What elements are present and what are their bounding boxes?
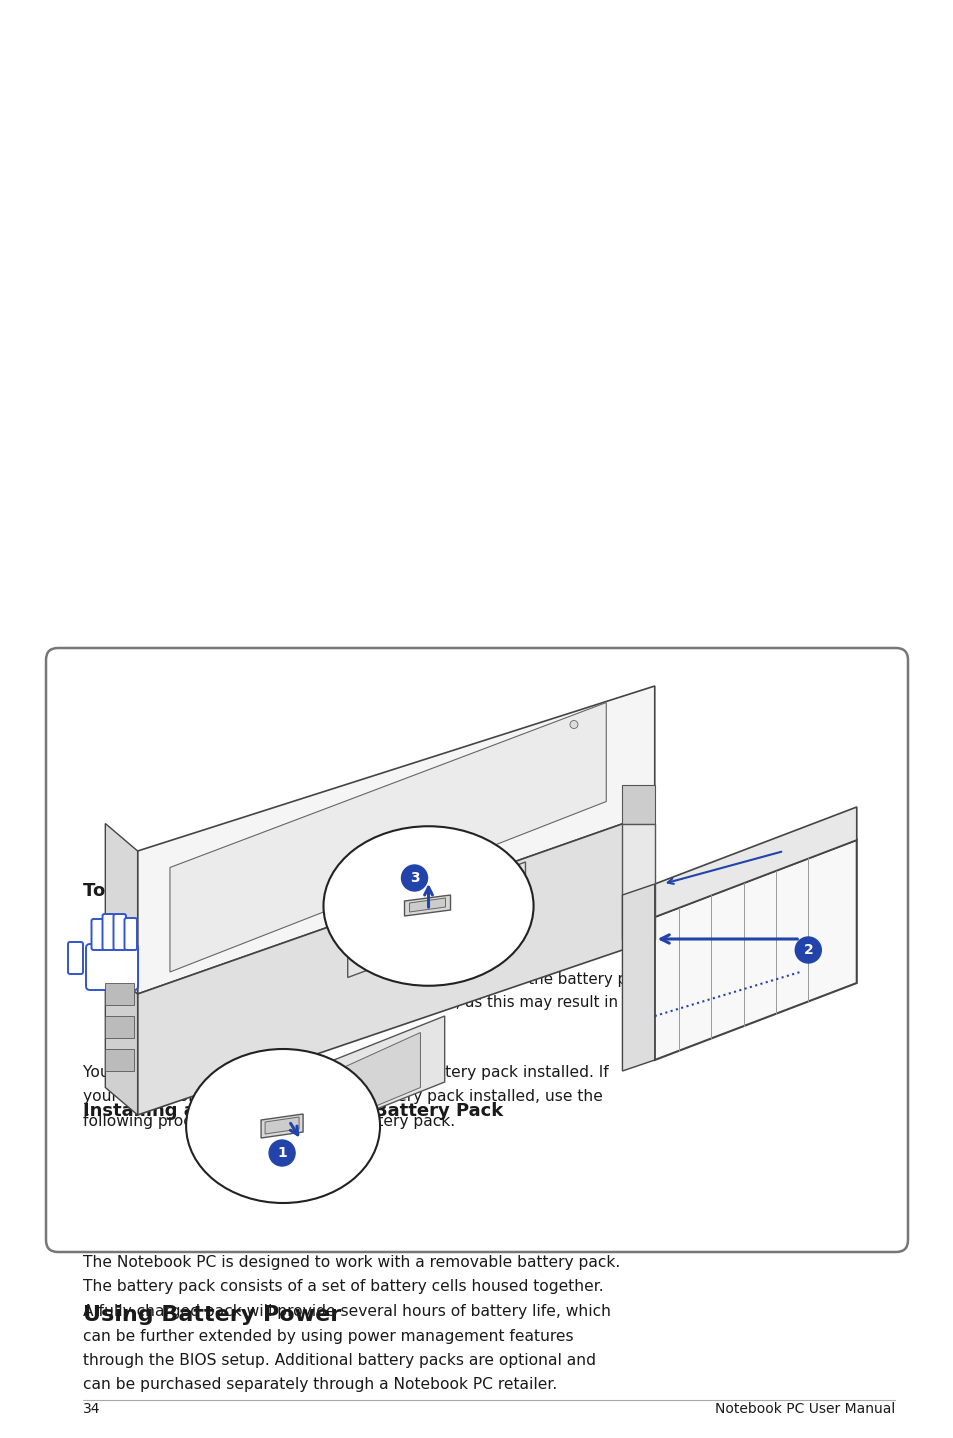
Circle shape bbox=[269, 1140, 294, 1166]
Polygon shape bbox=[654, 807, 856, 917]
Polygon shape bbox=[105, 966, 137, 1114]
Polygon shape bbox=[170, 703, 606, 972]
Polygon shape bbox=[404, 894, 450, 916]
Ellipse shape bbox=[323, 827, 533, 986]
Text: working data.: working data. bbox=[230, 1020, 334, 1034]
Polygon shape bbox=[105, 1017, 133, 1038]
Text: the Notebook PC is turned ON, as this may result in the loss of: the Notebook PC is turned ON, as this ma… bbox=[230, 995, 700, 1011]
FancyBboxPatch shape bbox=[113, 915, 126, 951]
Polygon shape bbox=[251, 1017, 444, 1159]
Text: 2: 2 bbox=[802, 943, 812, 958]
Polygon shape bbox=[347, 861, 525, 978]
FancyBboxPatch shape bbox=[91, 919, 104, 951]
FancyBboxPatch shape bbox=[86, 943, 138, 989]
Text: through the BIOS setup. Additional battery packs are optional and: through the BIOS setup. Additional batte… bbox=[83, 1353, 596, 1368]
Text: IMPORTANT!  Never attempt to remove the battery pack while: IMPORTANT! Never attempt to remove the b… bbox=[230, 972, 697, 986]
Text: The Notebook PC is designed to work with a removable battery pack.: The Notebook PC is designed to work with… bbox=[83, 1255, 619, 1270]
Text: your Notebook PC does not have its battery pack installed, use the: your Notebook PC does not have its batte… bbox=[83, 1090, 602, 1104]
Text: Your Notebook PC may or may not have its battery pack installed. If: Your Notebook PC may or may not have its… bbox=[83, 1066, 608, 1080]
Ellipse shape bbox=[186, 1048, 379, 1204]
Text: Notebook PC User Manual: Notebook PC User Manual bbox=[714, 1402, 894, 1416]
Polygon shape bbox=[261, 1114, 303, 1137]
Text: To install the battery pack:: To install the battery pack: bbox=[83, 881, 355, 900]
Text: following procedures to install the battery pack.: following procedures to install the batt… bbox=[83, 1114, 455, 1129]
Text: A fully charged pack will provide several hours of battery life, which: A fully charged pack will provide severa… bbox=[83, 1304, 610, 1319]
Circle shape bbox=[795, 938, 821, 963]
Polygon shape bbox=[654, 840, 856, 1060]
Polygon shape bbox=[274, 1032, 420, 1148]
Polygon shape bbox=[137, 686, 654, 994]
Polygon shape bbox=[105, 1048, 133, 1071]
FancyBboxPatch shape bbox=[125, 917, 137, 951]
Text: 1: 1 bbox=[277, 1146, 287, 1160]
Text: Installing and Removing the Battery Pack: Installing and Removing the Battery Pack bbox=[83, 1102, 503, 1120]
FancyBboxPatch shape bbox=[46, 649, 907, 1252]
Polygon shape bbox=[621, 884, 654, 1071]
Text: 3: 3 bbox=[409, 871, 419, 884]
Text: 34: 34 bbox=[83, 1402, 100, 1416]
Polygon shape bbox=[621, 785, 654, 824]
Polygon shape bbox=[137, 812, 654, 1114]
Polygon shape bbox=[265, 1117, 299, 1135]
Text: Using Battery Power: Using Battery Power bbox=[83, 1306, 341, 1324]
Polygon shape bbox=[105, 984, 133, 1005]
FancyBboxPatch shape bbox=[102, 915, 115, 951]
Polygon shape bbox=[105, 824, 137, 994]
FancyBboxPatch shape bbox=[68, 942, 83, 974]
Polygon shape bbox=[372, 873, 500, 966]
Polygon shape bbox=[621, 824, 654, 939]
Text: can be further extended by using power management features: can be further extended by using power m… bbox=[83, 1329, 573, 1343]
Circle shape bbox=[569, 720, 578, 729]
Text: The battery pack consists of a set of battery cells housed together.: The battery pack consists of a set of ba… bbox=[83, 1280, 603, 1294]
Text: can be purchased separately through a Notebook PC retailer.: can be purchased separately through a No… bbox=[83, 1378, 557, 1392]
Circle shape bbox=[401, 866, 427, 892]
Polygon shape bbox=[409, 897, 445, 912]
